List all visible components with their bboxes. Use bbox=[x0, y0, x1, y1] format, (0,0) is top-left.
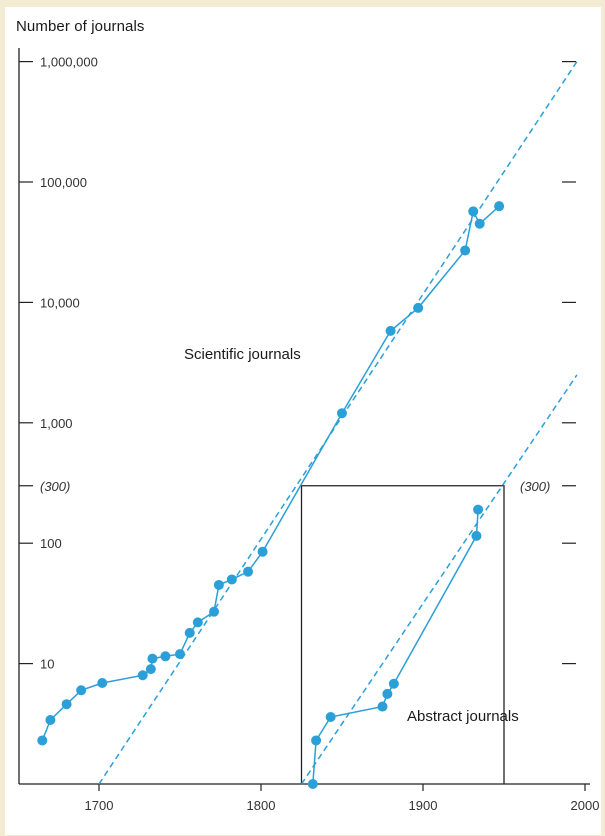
chart-panel bbox=[5, 7, 601, 835]
scientific-journals-point bbox=[76, 685, 87, 696]
scientific-journals-point bbox=[468, 206, 479, 217]
scientific-journals-point bbox=[137, 670, 148, 681]
x-tick-label: 2000 bbox=[571, 798, 600, 813]
y-tick-label: 1,000 bbox=[40, 416, 73, 431]
abstract-journals-point bbox=[307, 779, 318, 789]
scientific-journals-point bbox=[257, 546, 268, 557]
y-tick-label: 100 bbox=[40, 536, 62, 551]
series-label-abstract: Abstract journals bbox=[407, 708, 519, 725]
y-tick-label: 1,000,000 bbox=[40, 55, 98, 70]
trend-lines bbox=[98, 61, 578, 785]
scientific-journals-point bbox=[160, 651, 171, 662]
scientific-trend-line bbox=[98, 61, 578, 785]
x-tick-label: 1800 bbox=[247, 798, 276, 813]
abstract-journals-point bbox=[473, 504, 484, 515]
y-axis-title: Number of journals bbox=[16, 18, 145, 35]
scientific-journals-point bbox=[97, 678, 108, 689]
abstract-journals-point bbox=[311, 735, 322, 746]
threshold-box bbox=[300, 485, 505, 784]
scientific-journals-point bbox=[45, 715, 56, 726]
abstract-journals-point bbox=[325, 712, 336, 723]
y-tick-label: 10 bbox=[40, 657, 54, 672]
y-tick-label: 100,000 bbox=[40, 175, 87, 190]
abstract-journals-line bbox=[312, 509, 479, 785]
scientific-journals-point bbox=[209, 606, 220, 617]
series-group bbox=[37, 201, 505, 789]
scientific-journals-point bbox=[494, 201, 505, 212]
abstract-journals-point bbox=[388, 678, 399, 689]
x-tick-label: 1900 bbox=[409, 798, 438, 813]
scientific-journals-point bbox=[213, 579, 224, 590]
x-tick-label: 1700 bbox=[85, 798, 114, 813]
abstract-trend-line bbox=[300, 374, 578, 785]
threshold-label-right: (300) bbox=[520, 479, 550, 494]
y-tick-label: 10,000 bbox=[40, 295, 80, 310]
scientific-journals-point bbox=[145, 664, 156, 675]
scientific-journals-point bbox=[413, 302, 424, 313]
scientific-journals-point bbox=[385, 325, 396, 336]
scientific-journals-line bbox=[41, 205, 500, 741]
abstract-journals-point bbox=[471, 530, 482, 541]
abstract-journals-point bbox=[377, 701, 388, 712]
abstract-journals-point bbox=[382, 688, 393, 699]
scientific-journals-point bbox=[61, 699, 72, 710]
scientific-journals-point bbox=[184, 627, 195, 638]
threshold-label-left: (300) bbox=[40, 479, 70, 494]
scientific-journals-point bbox=[460, 245, 471, 256]
scientific-journals-point bbox=[226, 574, 237, 585]
threshold-box-outline bbox=[300, 485, 505, 784]
axes bbox=[18, 48, 590, 791]
scientific-journals-point bbox=[175, 649, 185, 660]
scientific-journals-point bbox=[474, 218, 485, 229]
scientific-journals-point bbox=[147, 653, 158, 664]
scientific-journals-point bbox=[337, 408, 347, 419]
series-label-scientific: Scientific journals bbox=[184, 346, 301, 363]
scientific-journals-point bbox=[192, 617, 203, 628]
scientific-journals-point bbox=[37, 735, 48, 746]
labels: 10 100 1,000 10,000 100,000 1,000,000 (300) (30… bbox=[40, 55, 599, 813]
scientific-journals-point bbox=[243, 566, 254, 577]
